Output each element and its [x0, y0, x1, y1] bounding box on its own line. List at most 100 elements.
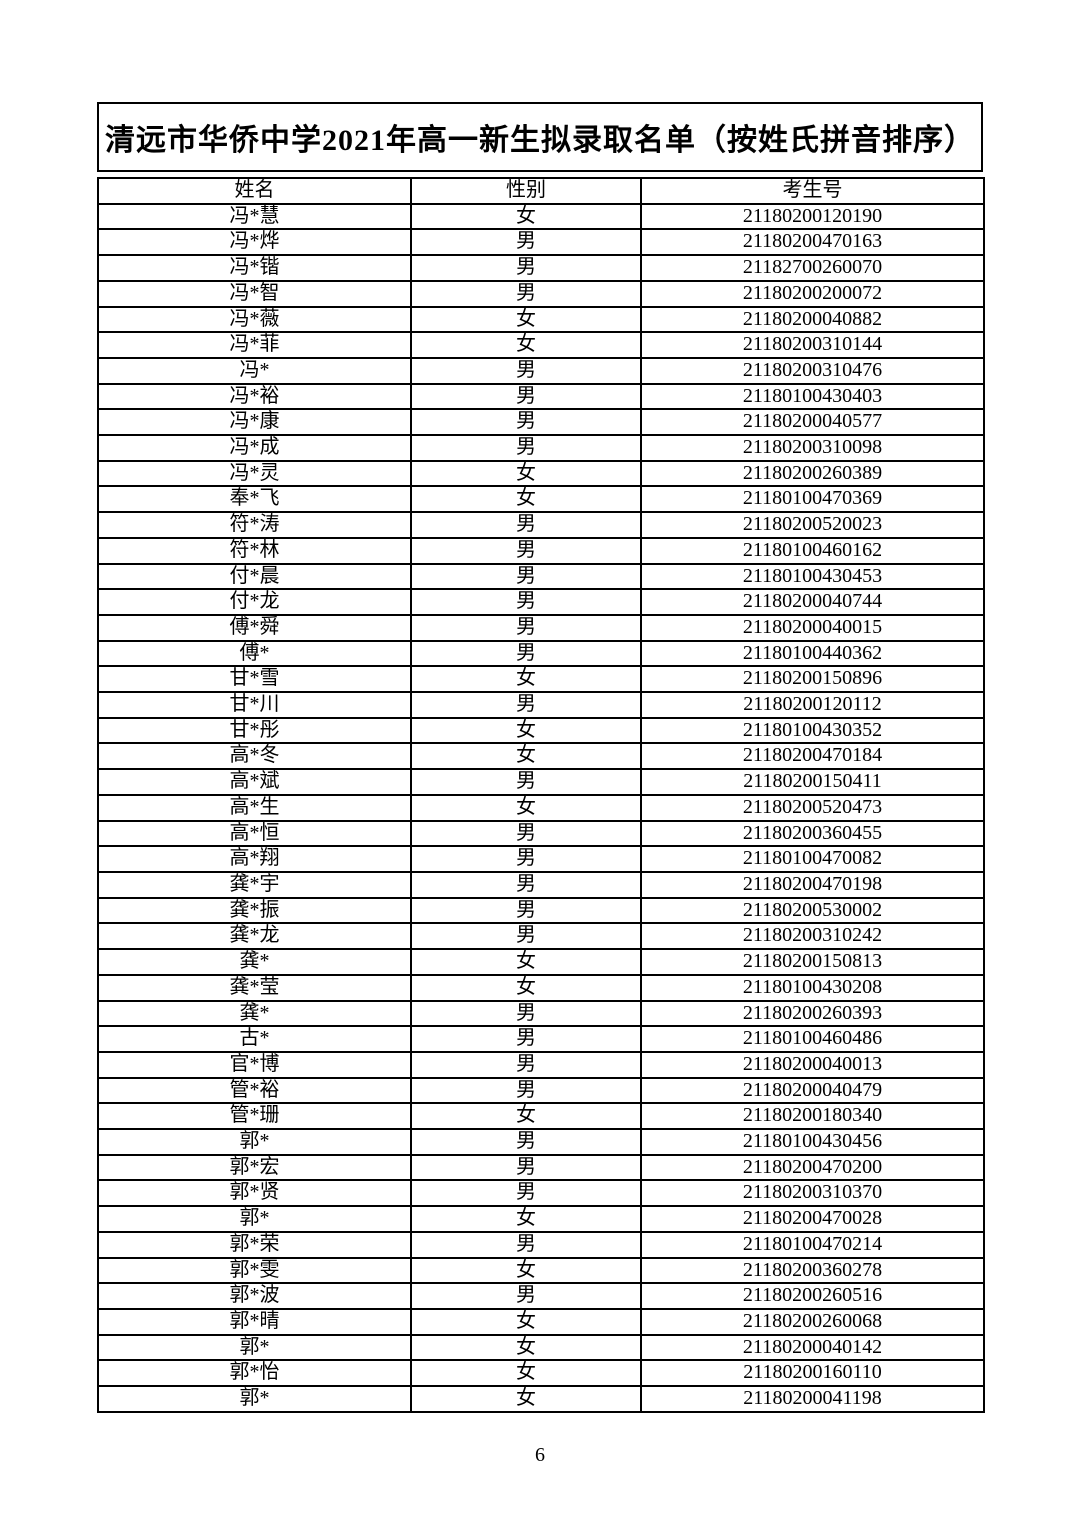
candidate-number-cell: 21180200530002 [640, 896, 985, 925]
table-row: 郭* 女 21180200470028 [97, 1205, 985, 1233]
gender-cell: 男 [410, 434, 642, 462]
gender-cell: 男 [410, 511, 642, 539]
table-row: 郭*贤男 21180200310370 [97, 1179, 985, 1208]
name-cell: 冯*成 [97, 434, 412, 462]
name-cell: 郭*雯 [97, 1256, 412, 1285]
candidate-number-cell: 21180200260068 [640, 1307, 985, 1336]
table-row: 甘*雪女 21180200150896 [97, 665, 985, 694]
gender-cell: 男 [410, 1076, 642, 1105]
gender-cell: 女 [410, 485, 642, 514]
gender-cell: 女 [410, 973, 642, 1002]
gender-cell: 男 [410, 691, 642, 719]
gender-cell: 男 [410, 536, 642, 565]
name-cell: 龚*宇 [97, 870, 412, 899]
table-row: 冯*菲女 21180200310144 [97, 331, 985, 359]
name-cell: 冯*智 [97, 279, 412, 308]
document-title: 清远市华侨中学2021年高一新生拟录取名单（按姓氏拼音排序） [97, 102, 983, 172]
candidate-number-cell: 21182700260070 [640, 254, 985, 282]
name-cell: 高*斌 [97, 768, 412, 796]
table-row: 冯*锴男 21182700260070 [97, 254, 985, 282]
gender-cell: 女 [410, 1333, 642, 1362]
gender-cell: 男 [410, 408, 642, 437]
table-row: 郭* 男 21180100430456 [97, 1128, 985, 1156]
name-cell: 符*林 [97, 536, 412, 565]
gender-cell: 男 [410, 870, 642, 899]
candidate-number-cell: 21180100460162 [640, 536, 985, 565]
candidate-number-cell: 21180200260389 [640, 459, 985, 488]
gender-cell: 女 [410, 1359, 642, 1388]
table-row: 冯*智男 21180200200072 [97, 279, 985, 308]
candidate-number-cell: 21180200470184 [640, 742, 985, 771]
admission-list-document: 清远市华侨中学2021年高一新生拟录取名单（按姓氏拼音排序） 姓名 性别 考生号… [97, 102, 985, 1413]
gender-cell: 男 [410, 228, 642, 257]
name-cell: 郭* [97, 1128, 412, 1156]
name-cell: 龚* [97, 999, 412, 1028]
candidate-number-cell: 21180100430456 [640, 1128, 985, 1156]
table-row: 高*斌男 21180200150411 [97, 768, 985, 796]
header-row: 姓名 性别 考生号 [97, 177, 985, 205]
table-row: 郭*波男 21180200260516 [97, 1282, 985, 1310]
table-row: 官*博男 21180200040013 [97, 1050, 985, 1079]
gender-cell: 男 [410, 1230, 642, 1259]
name-cell: 龚*龙 [97, 922, 412, 951]
name-cell: 官*博 [97, 1050, 412, 1079]
candidate-number-cell: 21180200040013 [640, 1050, 985, 1079]
candidate-number-cell: 21180100430208 [640, 973, 985, 1002]
gender-cell: 女 [410, 331, 642, 359]
table-row: 冯* 男 21180200310476 [97, 356, 985, 385]
name-cell: 郭*怡 [97, 1359, 412, 1388]
name-cell: 龚* [97, 948, 412, 976]
candidate-number-cell: 21180200040142 [640, 1333, 985, 1362]
gender-cell: 男 [410, 1153, 642, 1182]
table-row: 管*珊女 21180200180340 [97, 1102, 985, 1131]
table-row: 奉*飞女 21180100470369 [97, 485, 985, 514]
name-cell: 冯*康 [97, 408, 412, 437]
candidate-number-cell: 21180200040744 [640, 588, 985, 616]
table-row: 郭*晴女 21180200260068 [97, 1307, 985, 1336]
table-row: 郭*雯女 21180200360278 [97, 1256, 985, 1285]
name-cell: 冯*锴 [97, 254, 412, 282]
table-row: 管*裕男 21180200040479 [97, 1076, 985, 1105]
name-cell: 冯*慧 [97, 202, 412, 231]
table-row: 郭*荣男 21180100470214 [97, 1230, 985, 1259]
name-cell: 付*晨 [97, 562, 412, 591]
name-cell: 付*龙 [97, 588, 412, 616]
name-cell: 冯*裕 [97, 382, 412, 411]
header-candidate-number: 考生号 [640, 177, 985, 205]
name-cell: 高*恒 [97, 819, 412, 848]
table-row: 符*涛男 21180200520023 [97, 511, 985, 539]
gender-cell: 男 [410, 1128, 642, 1156]
candidate-number-cell: 21180200310370 [640, 1179, 985, 1208]
table-row: 高*翔男 21180100470082 [97, 845, 985, 873]
gender-cell: 女 [410, 1205, 642, 1233]
name-cell: 傅*舜 [97, 613, 412, 642]
candidate-number-cell: 21180100430352 [640, 716, 985, 745]
candidate-number-cell: 21180100440362 [640, 639, 985, 668]
gender-cell: 男 [410, 768, 642, 796]
candidate-number-cell: 21180200040882 [640, 305, 985, 334]
candidate-number-cell: 21180200120112 [640, 691, 985, 719]
name-cell: 冯*薇 [97, 305, 412, 334]
name-cell: 郭* [97, 1385, 412, 1413]
candidate-number-cell: 21180200470028 [640, 1205, 985, 1233]
candidate-number-cell: 21180200310476 [640, 356, 985, 385]
table-row: 符*林男 21180100460162 [97, 536, 985, 565]
candidate-number-cell: 21180200310098 [640, 434, 985, 462]
name-cell: 郭*波 [97, 1282, 412, 1310]
candidate-number-cell: 21180100470369 [640, 485, 985, 514]
candidate-number-cell: 21180200520473 [640, 793, 985, 822]
table-row: 郭* 女 21180200040142 [97, 1333, 985, 1362]
gender-cell: 男 [410, 356, 642, 385]
gender-cell: 男 [410, 1282, 642, 1310]
gender-cell: 女 [410, 665, 642, 694]
header-gender: 性别 [410, 177, 642, 205]
candidate-number-cell: 21180200200072 [640, 279, 985, 308]
candidate-number-cell: 21180200470163 [640, 228, 985, 257]
table-row: 冯*薇女 21180200040882 [97, 305, 985, 334]
name-cell: 郭*宏 [97, 1153, 412, 1182]
candidate-number-cell: 21180200360278 [640, 1256, 985, 1285]
candidate-number-cell: 21180200040479 [640, 1076, 985, 1105]
candidate-number-cell: 21180200310242 [640, 922, 985, 951]
table-row: 冯*康男 21180200040577 [97, 408, 985, 437]
